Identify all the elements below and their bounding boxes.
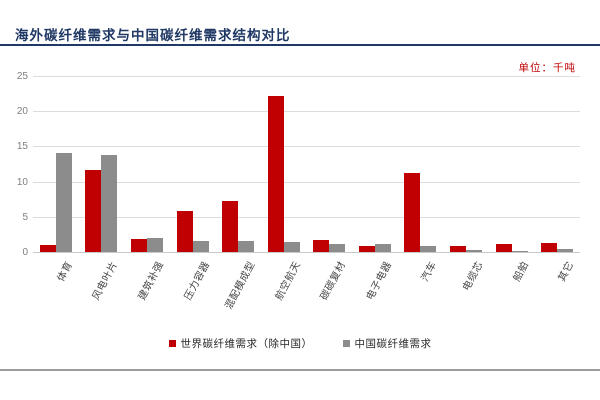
x-axis-labels: 体育 风电叶片 建筑补强 压力容器 混配模成型 航空航天 碳碳复材 电子电器 汽车 电缆芯 船舶 其它: [0, 258, 600, 333]
bar-china: [283, 242, 300, 252]
bar-group: [33, 77, 79, 252]
plot-area: [33, 76, 580, 253]
bar-china: [465, 249, 482, 252]
x-axis-label: 电缆芯: [460, 259, 486, 293]
bar-world: [222, 201, 239, 252]
x-axis-label: 船舶: [511, 259, 531, 284]
bar-group: [489, 77, 535, 252]
bar-china: [55, 153, 72, 252]
bar-world: [358, 246, 375, 252]
x-axis-label: 混配模成型: [223, 259, 258, 312]
bar-group: [398, 77, 444, 252]
x-axis-label: 建筑补强: [136, 259, 167, 303]
x-axis-label: 航空航天: [273, 259, 303, 303]
bar-group: [443, 77, 489, 252]
bar-world: [449, 246, 466, 252]
legend-marker-world-icon: [168, 340, 176, 347]
bar-china: [192, 240, 209, 252]
bar-group: [170, 77, 216, 252]
bar-world: [267, 95, 284, 252]
bar-world: [404, 173, 421, 252]
footer-divider: [0, 369, 600, 372]
bar-world: [495, 244, 512, 252]
bar-china: [146, 237, 163, 252]
gridline: [33, 216, 580, 218]
title-underline: [0, 44, 600, 46]
y-axis-tick-label: 10: [16, 176, 28, 188]
y-axis-tick-label: 25: [16, 71, 28, 82]
x-axis-label: 汽车: [420, 259, 440, 284]
legend-item: 世界碳纤维需求（除中国）: [168, 336, 313, 351]
bars-layer: [33, 77, 580, 252]
legend: 世界碳纤维需求（除中国） 中国碳纤维需求: [0, 336, 600, 351]
y-axis-tick-label: 20: [16, 106, 28, 118]
x-axis-label: 压力容器: [182, 259, 212, 303]
bar-group: [534, 77, 580, 252]
bar-world: [85, 169, 102, 252]
page-title: 海外碳纤维需求与中国碳纤维需求结构对比: [15, 28, 291, 43]
bar-world: [541, 242, 558, 252]
bar-group: [124, 77, 170, 252]
legend-label: 中国碳纤维需求: [354, 338, 432, 350]
x-axis-label: 体育: [55, 259, 76, 284]
bar-world: [130, 238, 147, 252]
y-axis-tick-label: 15: [16, 141, 28, 153]
y-axis-tick-label: 5: [22, 211, 28, 223]
bar-world: [176, 211, 193, 252]
gridline: [33, 181, 580, 183]
x-axis-label: 其它: [556, 259, 577, 284]
bar-china: [374, 244, 391, 252]
bar-world: [313, 240, 330, 252]
legend-label: 世界碳纤维需求（除中国）: [180, 338, 313, 350]
bar-china: [329, 243, 346, 252]
bar-group: [352, 77, 398, 252]
bar-china: [511, 251, 528, 252]
bar-group: [306, 77, 352, 252]
bar-china: [101, 154, 118, 252]
x-axis-label: 电子电器: [364, 259, 395, 303]
gridline: [33, 76, 580, 77]
x-axis-line: [33, 252, 580, 253]
bar-china: [238, 240, 255, 252]
gridline: [33, 111, 580, 113]
bar-china: [557, 249, 574, 252]
legend-item: 中国碳纤维需求: [342, 336, 432, 351]
bar-china: [420, 246, 437, 252]
unit-label: 单位：千吨: [518, 62, 576, 74]
y-axis-tick-label: 0: [22, 247, 28, 258]
legend-marker-china-icon: [342, 340, 350, 347]
bar-world: [39, 244, 56, 252]
bar-group: [261, 77, 307, 252]
x-axis-label: 碳碳复材: [319, 259, 349, 303]
x-axis-label: 风电叶片: [91, 259, 121, 303]
bar-group: [79, 77, 125, 252]
gridline: [33, 146, 580, 148]
bar-group: [215, 77, 261, 252]
